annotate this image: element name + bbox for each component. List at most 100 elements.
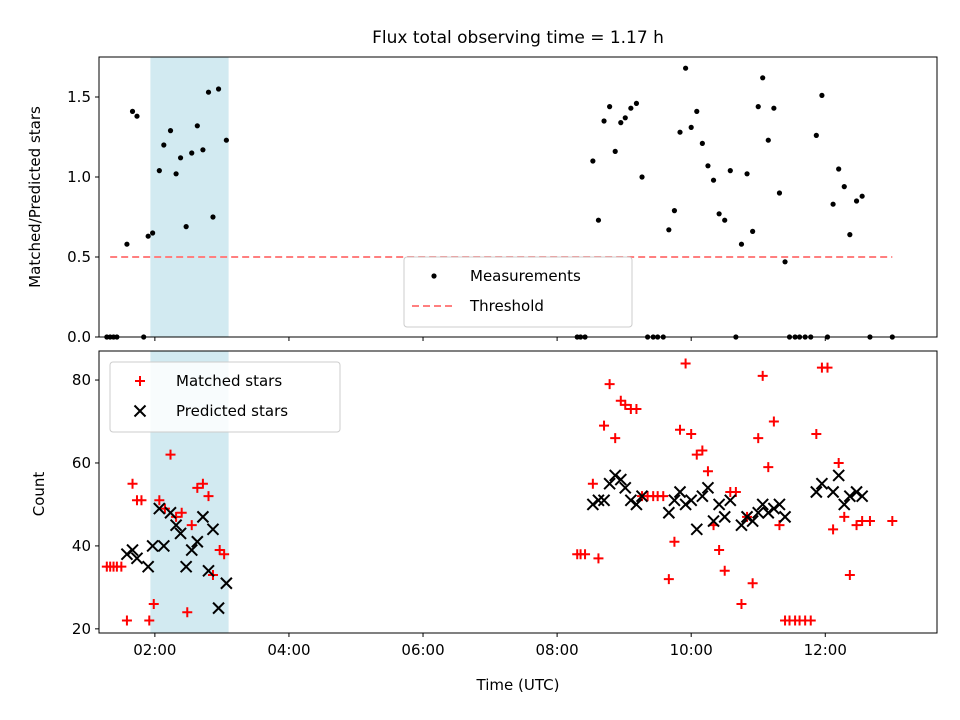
bottom-panel: 20 40 60 80 02:00 04:00 06:00 08:00 10:00 12:00 Ma… bbox=[72, 350, 938, 659]
y-tick-label: 0.5 bbox=[67, 248, 91, 266]
matched-star-marker bbox=[186, 520, 197, 531]
measurement-point bbox=[156, 168, 162, 174]
matched-star-marker bbox=[864, 516, 875, 527]
predicted-star-marker bbox=[673, 485, 687, 499]
measurement-point bbox=[847, 232, 853, 238]
measurement-point bbox=[628, 105, 634, 111]
matched-star-marker bbox=[604, 379, 615, 390]
legend-label: Threshold bbox=[469, 297, 544, 315]
predicted-star-marker bbox=[843, 489, 857, 503]
measurement-point bbox=[688, 124, 694, 130]
predicted-star-marker bbox=[603, 477, 616, 490]
predicted-star-marker bbox=[696, 489, 709, 503]
x-axis-label: Time (UTC) bbox=[476, 676, 560, 694]
predicted-star-marker bbox=[635, 489, 649, 503]
predicted-star-marker bbox=[597, 494, 611, 507]
matched-star-marker bbox=[197, 478, 208, 489]
measurement-point bbox=[710, 177, 717, 183]
matched-star-marker bbox=[680, 358, 691, 369]
measurement-point bbox=[194, 123, 200, 129]
matched-star-marker bbox=[658, 491, 669, 502]
measurement-point bbox=[853, 198, 860, 204]
predicted-star-marker bbox=[586, 498, 600, 511]
predicted-star-marker bbox=[746, 514, 759, 528]
matched-star-marker bbox=[631, 404, 642, 415]
predicted-star-marker bbox=[164, 506, 177, 519]
predicted-star-marker bbox=[174, 527, 187, 540]
matched-star-marker bbox=[887, 516, 898, 527]
axes-frame bbox=[98, 56, 938, 338]
measurement-point bbox=[776, 190, 783, 196]
measurement-point bbox=[694, 108, 700, 114]
matched-star-marker bbox=[828, 524, 839, 535]
measurement-point bbox=[223, 137, 229, 143]
measurement-point bbox=[124, 241, 130, 247]
measurement-point bbox=[727, 168, 733, 174]
matched-star-marker bbox=[714, 545, 725, 556]
predicted-star-marker bbox=[684, 494, 698, 507]
predicted-star-marker bbox=[157, 539, 171, 553]
matched-star-marker bbox=[135, 376, 145, 386]
legend-label: Predicted stars bbox=[176, 402, 288, 420]
matched-star-marker bbox=[176, 507, 187, 518]
y-tick-label: 40 bbox=[72, 537, 91, 555]
chart-title: Flux total observing time = 1.17 h bbox=[372, 28, 664, 48]
measurement-point bbox=[683, 65, 689, 71]
predicted-star-marker bbox=[718, 510, 731, 524]
predicted-star-marker bbox=[701, 481, 715, 495]
measurement-point bbox=[145, 233, 151, 239]
measurement-point bbox=[161, 142, 167, 148]
legend-box bbox=[109, 361, 341, 433]
matched-star-marker bbox=[663, 574, 674, 585]
predicted-star-marker bbox=[668, 494, 681, 507]
measurement-point bbox=[183, 224, 189, 230]
predicted-star-marker bbox=[191, 535, 204, 548]
matched-star-marker bbox=[697, 445, 708, 456]
predicted-star-marker bbox=[624, 494, 638, 507]
predicted-star-marker bbox=[735, 518, 748, 532]
predicted-star-marker bbox=[712, 498, 726, 511]
y-tick-label: 60 bbox=[72, 454, 91, 472]
matched-star-marker bbox=[148, 598, 159, 609]
predicted-star-marker bbox=[762, 506, 775, 519]
matched-star-marker bbox=[127, 478, 138, 489]
predicted-star-marker bbox=[752, 506, 765, 519]
matched-star-marker bbox=[219, 549, 230, 560]
predicted-star-marker bbox=[740, 510, 754, 524]
measurement-point bbox=[765, 137, 771, 143]
matched-star-marker bbox=[587, 478, 598, 489]
measurement-point bbox=[760, 75, 766, 81]
matched-star-marker bbox=[839, 511, 850, 522]
matched-star-marker bbox=[620, 399, 631, 410]
predicted-star-marker bbox=[126, 543, 139, 557]
matched-star-marker bbox=[593, 553, 604, 564]
matched-star-marker bbox=[121, 615, 132, 626]
predicted-star-marker bbox=[153, 502, 166, 515]
matched-star-marker bbox=[719, 565, 730, 576]
matched-star-marker bbox=[763, 462, 774, 473]
measurement-point bbox=[167, 128, 174, 134]
predicted-star-marker bbox=[609, 469, 622, 482]
measurement-point bbox=[722, 217, 728, 223]
measurement-point bbox=[150, 230, 156, 236]
predicted-star-marker bbox=[120, 547, 134, 561]
matched-star-marker bbox=[136, 495, 147, 506]
predicted-star-marker bbox=[690, 523, 703, 536]
matched-star-marker bbox=[192, 482, 203, 493]
predicted-star-marker bbox=[146, 539, 159, 553]
matched-star-marker bbox=[580, 549, 591, 560]
predicted-star-marker bbox=[169, 518, 183, 532]
measurement-point bbox=[836, 166, 842, 172]
predicted-star-marker bbox=[838, 498, 851, 511]
measurement-point bbox=[601, 118, 607, 124]
measurement-point bbox=[607, 104, 613, 110]
predicted-star-marker bbox=[202, 564, 215, 578]
matched-star-marker bbox=[599, 420, 610, 431]
measurement-point bbox=[841, 184, 847, 190]
measurement-point bbox=[755, 104, 761, 110]
predicted-star-marker bbox=[707, 514, 720, 528]
measurement-point bbox=[134, 113, 140, 119]
measurement-point bbox=[177, 155, 184, 161]
matched-star-marker bbox=[686, 428, 697, 439]
